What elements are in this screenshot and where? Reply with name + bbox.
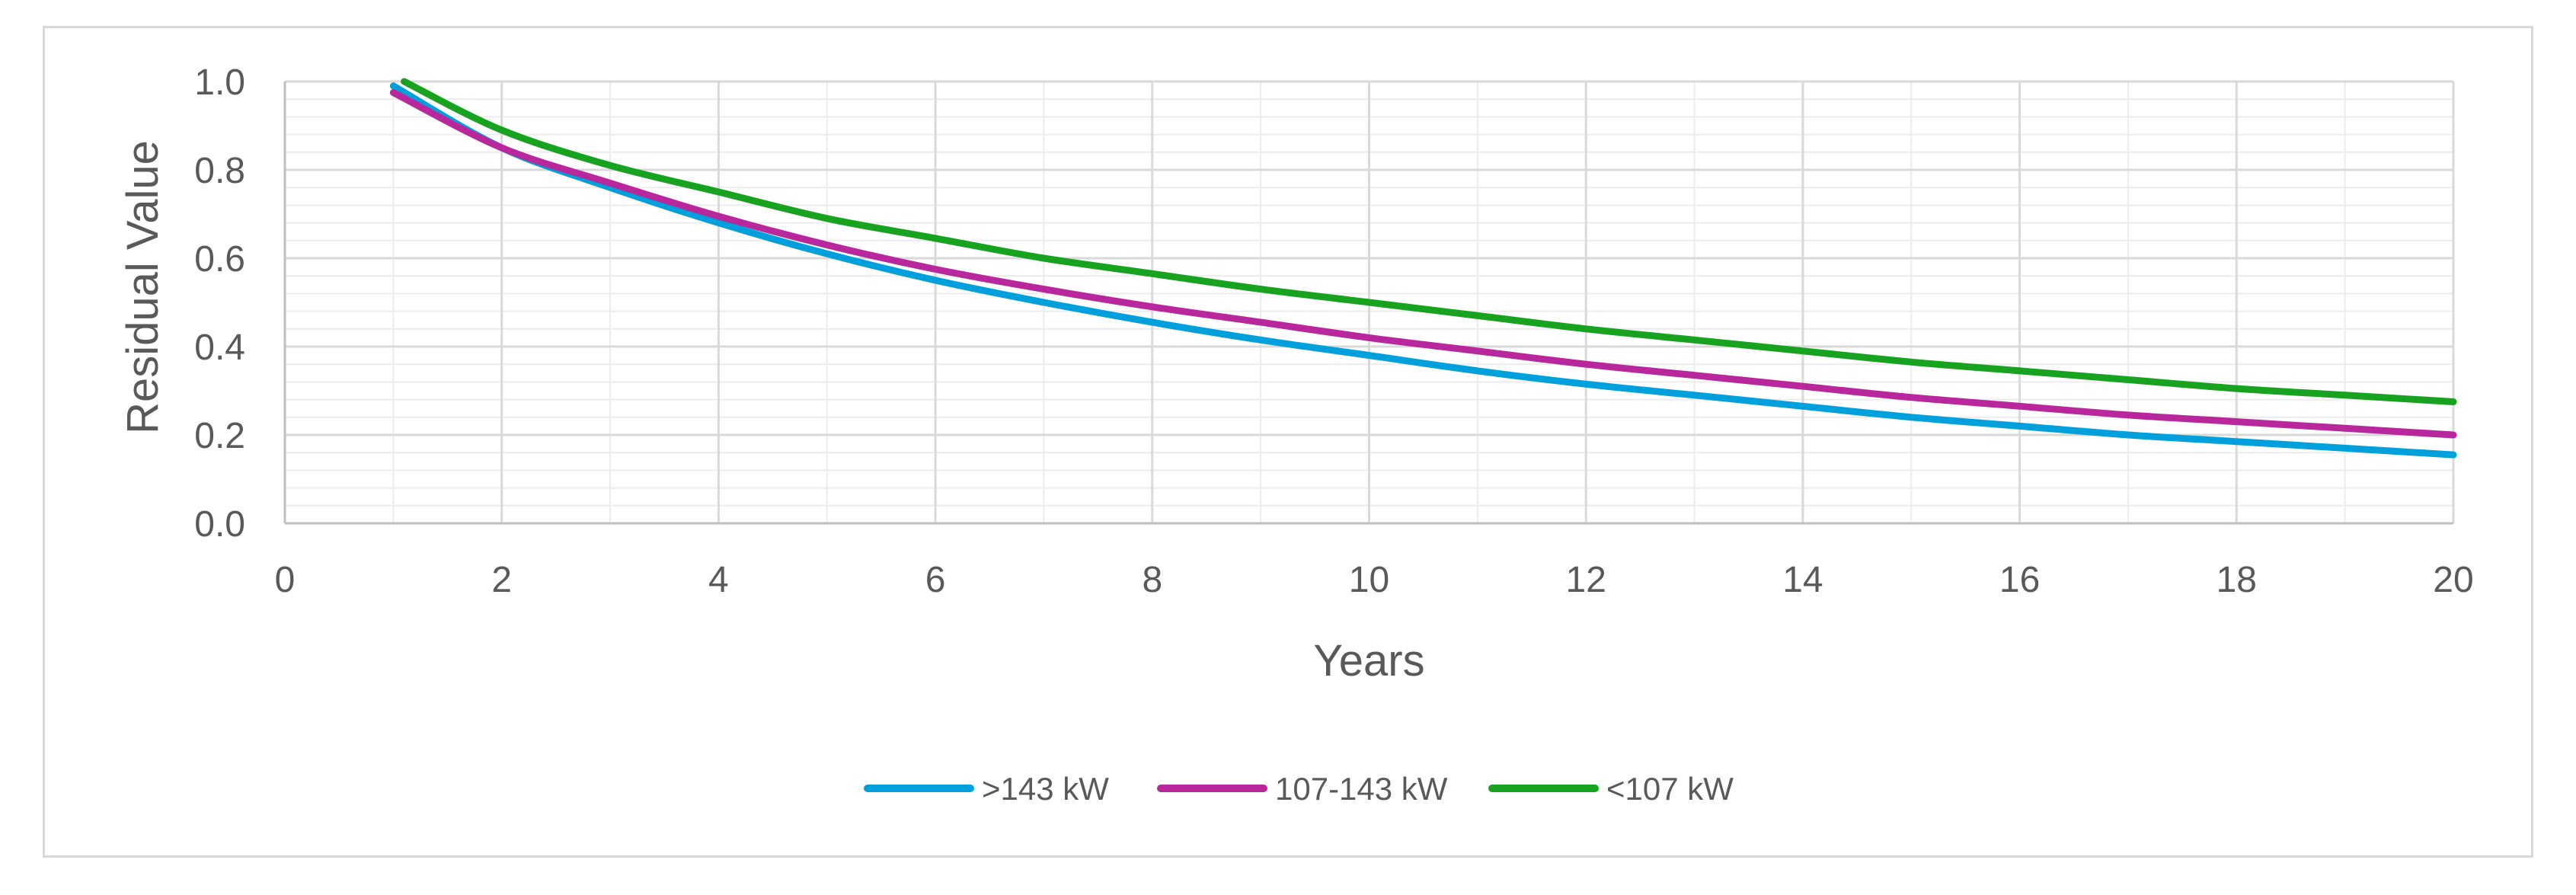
- series-line-107-143-kw: [389, 89, 2457, 439]
- legend-label-143-kw: >143 kW: [982, 771, 1109, 807]
- y-axis-tick-labels: 0.0 0.2 0.4 0.6 0.8 1.0: [194, 62, 245, 545]
- x-tick-label: 18: [2216, 560, 2257, 600]
- x-axis-title: Years: [1313, 636, 1424, 686]
- y-tick-label: 0.6: [194, 239, 245, 280]
- y-tick-label: 0.8: [194, 151, 245, 191]
- y-tick-label: 0.2: [194, 416, 245, 456]
- x-tick-label: 4: [708, 560, 729, 600]
- legend-label-107-kw: <107 kW: [1606, 771, 1734, 807]
- y-tick-label: 0.4: [194, 328, 245, 368]
- x-tick-label: 10: [1349, 560, 1389, 600]
- y-axis-title: Residual Value: [118, 140, 168, 434]
- x-tick-label: 0: [275, 560, 296, 600]
- chart-frame: 0.0 0.2 0.4 0.6 0.8 1.0 0 2 4 6 8 10 12 14 16 18 20 Yea…: [43, 26, 2533, 858]
- legend-label-107-143-kw: 107-143 kW: [1275, 771, 1448, 807]
- x-tick-label: 20: [2433, 560, 2473, 600]
- y-tick-label: 1.0: [194, 62, 245, 103]
- series-lines: [389, 78, 2457, 459]
- x-tick-label: 2: [491, 560, 512, 600]
- x-tick-label: 16: [1999, 560, 2040, 600]
- series-line-107-kw: [401, 78, 2457, 405]
- x-tick-label: 14: [1782, 560, 1823, 600]
- legend: >143 kW 107-143 kW <107 kW: [864, 771, 1734, 807]
- series-line-143-kw: [389, 82, 2457, 459]
- x-tick-label: 8: [1142, 560, 1162, 600]
- y-tick-label: 0.0: [194, 504, 245, 545]
- axes: [283, 82, 2453, 525]
- line-chart: 0.0 0.2 0.4 0.6 0.8 1.0 0 2 4 6 8 10 12 14 16 18 20 Yea…: [118, 62, 2474, 807]
- x-axis-tick-labels: 0 2 4 6 8 10 12 14 16 18 20: [275, 560, 2474, 600]
- x-tick-label: 12: [1566, 560, 1606, 600]
- x-tick-label: 6: [925, 560, 946, 600]
